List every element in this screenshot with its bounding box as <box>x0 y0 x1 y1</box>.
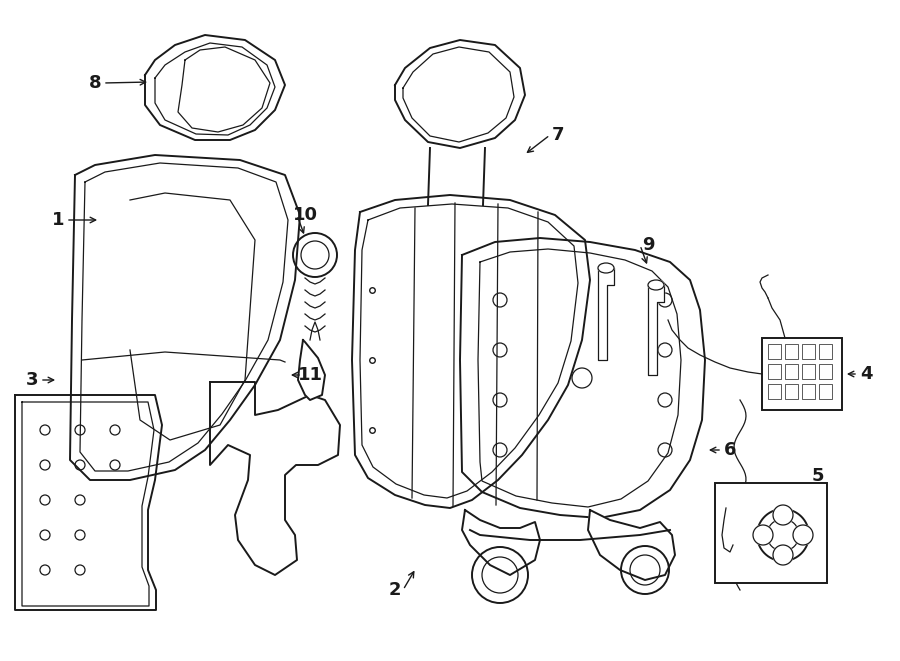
Polygon shape <box>598 268 614 360</box>
Circle shape <box>773 545 793 565</box>
Bar <box>768 364 781 379</box>
Text: 4: 4 <box>860 365 872 383</box>
Polygon shape <box>15 395 162 610</box>
Polygon shape <box>70 155 300 480</box>
Text: 11: 11 <box>298 366 322 384</box>
Text: 10: 10 <box>292 206 318 224</box>
Bar <box>715 483 827 583</box>
Circle shape <box>793 525 813 545</box>
Bar <box>802 364 815 379</box>
Bar <box>819 344 832 359</box>
Polygon shape <box>352 195 590 508</box>
Polygon shape <box>648 285 664 375</box>
Bar <box>802 344 815 359</box>
Polygon shape <box>588 510 675 580</box>
Text: 2: 2 <box>389 581 401 599</box>
Polygon shape <box>210 382 340 575</box>
Bar <box>819 384 832 399</box>
Circle shape <box>773 505 793 525</box>
Text: 8: 8 <box>89 74 102 92</box>
Text: 9: 9 <box>642 236 654 254</box>
Bar <box>785 344 798 359</box>
Text: 6: 6 <box>724 441 736 459</box>
Bar <box>768 344 781 359</box>
Polygon shape <box>757 509 809 561</box>
Text: 3: 3 <box>26 371 38 389</box>
Polygon shape <box>462 510 540 575</box>
Ellipse shape <box>598 263 614 273</box>
Bar <box>768 384 781 399</box>
Text: 7: 7 <box>552 126 564 144</box>
Polygon shape <box>145 35 285 140</box>
Bar <box>785 364 798 379</box>
Polygon shape <box>460 238 705 518</box>
Circle shape <box>753 525 773 545</box>
Bar <box>819 364 832 379</box>
Bar <box>762 338 842 410</box>
Polygon shape <box>298 340 325 400</box>
Ellipse shape <box>648 280 664 290</box>
Polygon shape <box>395 40 525 148</box>
Text: 1: 1 <box>52 211 64 229</box>
Bar <box>785 384 798 399</box>
Bar <box>802 384 815 399</box>
Text: 5: 5 <box>812 467 824 485</box>
